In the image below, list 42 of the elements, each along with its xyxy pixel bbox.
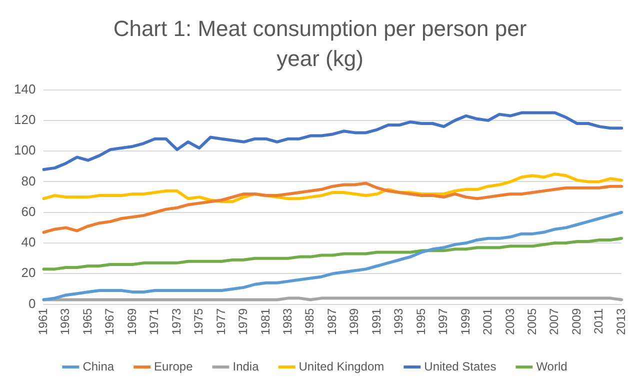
y-tick-label: 0: [28, 296, 36, 311]
x-tick-label: 1999: [458, 308, 472, 336]
x-tick-label: 2011: [592, 308, 606, 334]
legend-label: World: [536, 359, 568, 374]
x-tick-label: 1969: [124, 308, 139, 336]
legend-label: United States: [424, 359, 496, 374]
y-tick-label: 40: [21, 234, 36, 250]
x-tick-label: 1971: [147, 308, 162, 336]
x-tick-label: 1979: [236, 308, 250, 336]
x-tick-label: 1985: [302, 308, 317, 336]
chart-title: Chart 1: Meat consumption per person per year (kg): [112, 15, 528, 73]
x-tick-label: 2013: [614, 308, 628, 336]
x-tick-label: 1989: [347, 308, 362, 336]
x-tick-label: 1981: [258, 308, 272, 336]
legend-label: China: [82, 359, 114, 374]
x-tick-label: 1965: [80, 308, 94, 336]
y-tick-label: 20: [21, 265, 36, 280]
x-tick-label: 1961: [36, 308, 50, 336]
y-tick-label: 120: [14, 112, 36, 128]
x-tick-label: 1967: [102, 308, 117, 336]
x-tick-label: 1993: [392, 308, 406, 336]
y-tick-label: 140: [14, 81, 36, 96]
x-tick-label: 1983: [280, 308, 295, 336]
x-tick-label: 2005: [525, 308, 540, 336]
legend-label: United Kingdom: [298, 359, 384, 374]
x-tick-label: 1975: [192, 308, 206, 336]
x-tick-label: 1991: [369, 308, 384, 336]
x-tick-label: 2003: [502, 308, 517, 336]
x-tick-label: 2009: [569, 308, 584, 336]
x-tick-label: 1995: [414, 308, 428, 336]
x-tick-label: 2001: [480, 308, 495, 336]
x-tick-label: 1977: [214, 308, 228, 336]
y-tick-label: 60: [21, 204, 36, 219]
x-tick-label: 1963: [58, 308, 72, 336]
legend-label: Europe: [154, 359, 194, 374]
x-tick-label: 1997: [436, 308, 450, 336]
y-tick-label: 80: [21, 173, 36, 188]
x-tick-label: 1973: [169, 308, 184, 336]
x-tick-label: 1987: [324, 308, 339, 336]
y-tick-label: 100: [14, 142, 36, 158]
legend-label: India: [232, 359, 260, 374]
x-tick-label: 2007: [547, 308, 562, 336]
